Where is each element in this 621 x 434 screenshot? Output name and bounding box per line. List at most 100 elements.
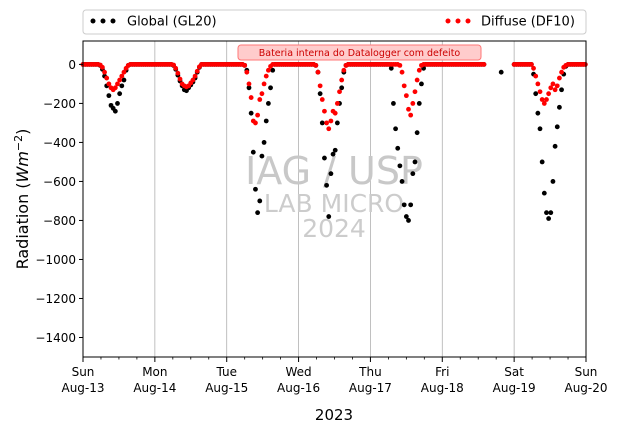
global-point <box>408 202 414 208</box>
diffuse-point <box>337 89 342 95</box>
legend-global-marker <box>110 18 116 24</box>
y-axis-label-main: Radiation ( <box>13 182 32 269</box>
global-point <box>544 210 549 216</box>
global-point <box>406 218 411 223</box>
watermark-line-3: 2024 <box>302 214 366 243</box>
global-point <box>419 81 424 87</box>
diffuse-point <box>112 85 118 91</box>
legend-diffuse-marker <box>455 18 461 24</box>
y-axis-label-unit: Wm <box>13 151 32 182</box>
diffuse-point <box>533 73 539 79</box>
x-tick-label-date: Aug-13 <box>61 381 104 395</box>
diffuse-point <box>173 65 179 71</box>
diffuse-point <box>257 97 263 102</box>
x-tick-label-date: Aug-16 <box>277 381 320 395</box>
global-point <box>121 77 127 83</box>
annotation-box <box>237 44 482 61</box>
y-axis-label: Radiation (Wm−2) <box>12 129 32 270</box>
diffuse-point <box>119 73 125 79</box>
diffuse-point <box>315 69 321 75</box>
diffuse-point <box>263 73 269 79</box>
legend-entry-diffuse: Diffuse (DF10) <box>445 15 575 30</box>
global-point <box>248 110 254 116</box>
diffuse-point <box>528 62 534 67</box>
diffuse-point <box>539 97 545 102</box>
diffuse-point <box>326 126 332 132</box>
global-point <box>334 120 340 126</box>
diffuse-point <box>248 95 254 100</box>
global-point <box>115 101 120 106</box>
global-point <box>557 104 562 110</box>
legend-frame <box>82 9 587 35</box>
global-point <box>403 214 409 219</box>
global-point <box>330 151 336 157</box>
diffuse-point <box>548 85 554 91</box>
diffuse-point <box>341 67 347 73</box>
global-point <box>399 179 405 184</box>
global-point <box>250 149 256 155</box>
x-tick-label-date: Aug-17 <box>349 381 392 395</box>
y-tick-label: −800 <box>43 214 76 228</box>
x-tick-label-day: Sun <box>72 365 95 379</box>
x-tick-label-date: Aug-19 <box>493 381 536 395</box>
diffuse-point <box>328 118 334 124</box>
global-point <box>391 101 396 106</box>
global-point <box>261 140 267 145</box>
global-point <box>498 69 504 75</box>
diffuse-point <box>550 81 556 87</box>
y-axis-label-close: ) <box>13 129 32 135</box>
series-diffuse <box>80 62 588 132</box>
global-point <box>546 216 552 221</box>
global-point <box>414 130 420 136</box>
diffuse-point <box>194 68 200 74</box>
global-point <box>119 83 125 89</box>
diffuse-point <box>412 89 418 95</box>
global-point <box>559 87 564 93</box>
x-tick-label-day: Fri <box>435 365 449 379</box>
y-tick-label: −600 <box>43 175 76 189</box>
x-tick-label-date: Aug-14 <box>133 381 176 395</box>
global-point <box>268 85 273 91</box>
diffuse-point <box>406 106 411 112</box>
global-point <box>317 91 323 97</box>
x-tick-label-date: Aug-20 <box>564 381 607 395</box>
x-tick-label-day: Sat <box>504 365 524 379</box>
global-point <box>550 179 556 184</box>
global-point <box>319 120 325 126</box>
global-point <box>253 186 258 192</box>
diffuse-point <box>559 69 564 75</box>
diffuse-point <box>175 70 181 76</box>
x-tick-label-date: Aug-18 <box>421 381 464 395</box>
diffuse-point <box>554 83 560 89</box>
y-tick-label: −1400 <box>35 331 76 345</box>
legend-global-label: Global (GL20) <box>127 15 217 30</box>
diffuse-point <box>401 83 407 89</box>
global-point <box>397 163 403 169</box>
diffuse-point <box>410 101 416 106</box>
legend-diffuse-marker <box>445 18 451 24</box>
global-point <box>537 126 543 132</box>
x-tick-label-date: Aug-15 <box>205 381 248 395</box>
global-point <box>388 65 394 71</box>
global-point <box>255 210 261 216</box>
diffuse-point <box>552 87 558 93</box>
diffuse-point <box>121 69 127 75</box>
diffuse-point <box>102 69 107 75</box>
diffuse-point <box>242 62 248 68</box>
diffuse-point <box>261 81 267 87</box>
global-point <box>554 124 560 130</box>
diffuse-point <box>104 75 110 81</box>
diffuse-point <box>322 108 327 114</box>
x-tick-label-day: Wed <box>285 365 311 379</box>
legend-diffuse-marker <box>465 18 471 24</box>
global-point <box>322 155 327 161</box>
global-point <box>328 171 334 177</box>
global-point <box>533 91 539 97</box>
legend-global-marker <box>100 18 106 24</box>
y-axis-label-exp: −2 <box>12 135 25 151</box>
diffuse-point <box>192 73 198 79</box>
legend-diffuse-label: Diffuse (DF10) <box>481 15 575 30</box>
x-axis: Sun Aug-13 Mon Aug-14 Tue Aug-15 Wed Aug-16 Thu A… <box>61 357 608 395</box>
global-point <box>263 118 269 124</box>
